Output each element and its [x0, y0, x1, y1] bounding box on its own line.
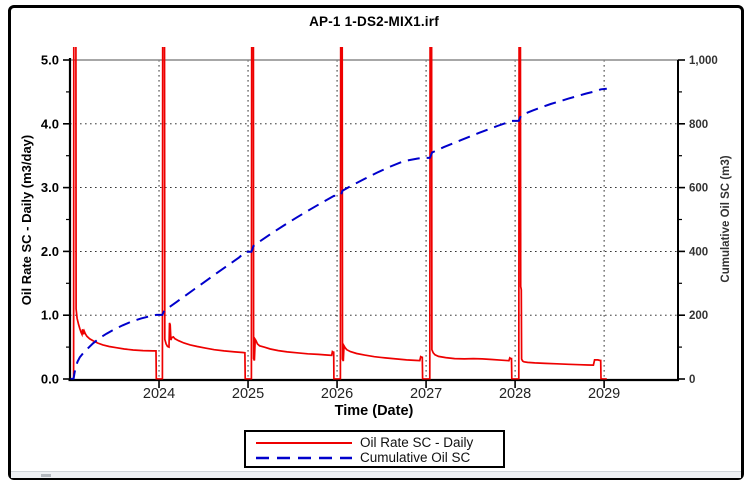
legend-line-oil-rate-icon: [256, 441, 352, 444]
legend-item-oil-rate: Oil Rate SC - Daily: [246, 435, 503, 450]
tick-label: 4.0: [41, 116, 59, 131]
tick-label: 2025: [232, 386, 264, 402]
tick-label: 600: [689, 183, 708, 195]
tick-label: 3.0: [41, 180, 59, 195]
tick-label: 800: [689, 119, 708, 131]
chart-title: AP-1 1-DS2-MIX1.irf: [309, 14, 439, 29]
tick-label: 2024: [143, 386, 175, 402]
series-line-1: [70, 87, 607, 380]
tick-label: 2027: [410, 386, 442, 402]
tick-label: 1.0: [41, 308, 59, 323]
tick-label: 2.0: [41, 244, 59, 259]
tick-label: 400: [689, 246, 708, 258]
tick-label: 0.0: [41, 372, 59, 387]
horizontal-scrollbar[interactable]: [11, 471, 741, 478]
axes: [68, 58, 679, 382]
series: [70, 47, 607, 380]
legend-label-cumulative: Cumulative Oil SC: [360, 450, 471, 465]
legend-label-oil-rate: Oil Rate SC - Daily: [360, 435, 474, 450]
legend-line-cumulative-icon: [256, 456, 352, 459]
tick-labels: 0.0 1.0 2.0 3.0 4.0 5.0 0 200 400 600 800 1,000 2024…: [41, 53, 718, 403]
tick-label: 2026: [321, 386, 353, 402]
tick-label: 0: [689, 374, 695, 386]
tick-label: 2029: [588, 386, 620, 402]
legend-item-cumulative: Cumulative Oil SC: [246, 450, 503, 465]
tick-label: 5.0: [41, 53, 59, 68]
tick-label: 1,000: [689, 55, 718, 67]
window-border: [8, 5, 744, 480]
series-line-0: [70, 47, 607, 380]
tick-marks: [63, 59, 685, 388]
gridlines: [70, 60, 678, 379]
tick-label: 200: [689, 310, 708, 322]
legend: Oil Rate SC - Daily Cumulative Oil SC: [244, 430, 505, 468]
x-axis-title: Time (Date): [334, 403, 414, 419]
tick-label: 2028: [499, 386, 531, 402]
scrollbar-thumb[interactable]: [41, 474, 51, 477]
plot-area: 0.0 1.0 2.0 3.0 4.0 5.0 0 200 400 600 800 1,000 2024…: [41, 47, 718, 403]
